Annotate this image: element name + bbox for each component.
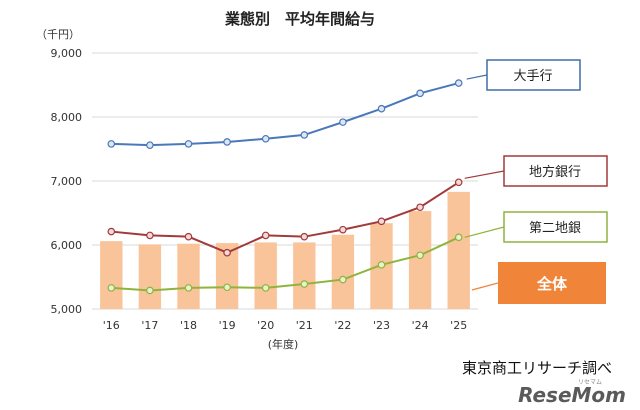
callout-leader-overall bbox=[471, 282, 499, 291]
series-point-0 bbox=[146, 141, 154, 149]
x-tick-label: '20 bbox=[257, 319, 274, 332]
callout-leader-major bbox=[466, 74, 488, 80]
callout-label-overall: 全体 bbox=[536, 275, 568, 293]
callout-label-regional: 地方銀行 bbox=[529, 164, 581, 180]
callout-box-overall bbox=[498, 262, 606, 304]
bar-series-overall bbox=[100, 191, 470, 309]
series-point-0 bbox=[223, 138, 231, 146]
bar-overall bbox=[331, 234, 355, 309]
series-point-0 bbox=[454, 79, 463, 87]
bar-overall bbox=[138, 244, 162, 309]
y-tick-label: 7,000 bbox=[51, 175, 83, 188]
bar-overall bbox=[177, 243, 200, 309]
callout-second-regional: 第二地銀 bbox=[464, 211, 608, 243]
series-point-2 bbox=[300, 280, 309, 288]
series-point-2 bbox=[146, 286, 154, 295]
callout-leader-second bbox=[464, 226, 505, 238]
series-point-0 bbox=[377, 104, 386, 113]
x-tick-label: '19 bbox=[219, 319, 236, 332]
series-point-1 bbox=[416, 203, 424, 212]
series-point-0 bbox=[339, 118, 347, 126]
x-tick-label: '25 bbox=[450, 319, 467, 332]
x-tick-label: '16 bbox=[103, 319, 120, 332]
bar-overall bbox=[100, 241, 123, 309]
bar-overall bbox=[215, 243, 239, 309]
series-point-2 bbox=[377, 261, 386, 269]
line-series bbox=[107, 79, 463, 295]
callout-major-banks: 大手行 bbox=[466, 59, 581, 91]
series-point-1 bbox=[339, 225, 347, 234]
series-point-0 bbox=[184, 140, 193, 148]
chart-title: 業態別 平均年間給与 bbox=[224, 10, 375, 28]
x-axis-ticks: '16 '17 '18 '19 '20 '21 '22 '23 '24 '25 bbox=[103, 319, 467, 332]
brand-logo-text: ReseMom bbox=[518, 383, 626, 407]
series-point-2 bbox=[223, 283, 231, 292]
brand-logo: リセマム ReseMom bbox=[518, 379, 626, 407]
callout-regional-banks: 地方銀行 bbox=[464, 155, 608, 187]
series-point-1 bbox=[261, 231, 270, 240]
bar-overall bbox=[293, 242, 316, 309]
series-point-1 bbox=[300, 232, 309, 241]
series-point-0 bbox=[261, 134, 270, 143]
y-tick-label: 9,000 bbox=[51, 47, 83, 60]
callout-leader-regional bbox=[464, 170, 505, 179]
brand-logo-small: リセマム bbox=[578, 379, 602, 386]
series-point-0 bbox=[107, 140, 116, 148]
series-point-0 bbox=[300, 131, 309, 139]
callout-box-regional bbox=[503, 155, 608, 187]
series-point-2 bbox=[261, 284, 270, 292]
y-tick-label: 8,000 bbox=[51, 111, 83, 124]
y-tick-label: 5,000 bbox=[51, 303, 83, 316]
series-line-1 bbox=[111, 181, 460, 254]
callout-box-second bbox=[503, 211, 608, 243]
series-point-1 bbox=[223, 248, 231, 257]
x-tick-label: '24 bbox=[412, 319, 429, 332]
series-point-2 bbox=[454, 233, 463, 242]
series-point-1 bbox=[184, 232, 193, 241]
y-unit-label: （千円） bbox=[36, 28, 80, 41]
x-tick-label: '22 bbox=[334, 319, 351, 332]
bar-overall bbox=[447, 191, 470, 309]
series-point-1 bbox=[107, 227, 116, 236]
x-tick-label: '23 bbox=[373, 319, 390, 332]
callout-label-second: 第二地銀 bbox=[529, 221, 581, 236]
series-point-1 bbox=[454, 178, 463, 187]
series-point-2 bbox=[339, 275, 347, 284]
series-point-0 bbox=[416, 89, 424, 98]
series-point-2 bbox=[416, 251, 424, 260]
source-note: 東京商工リサーチ調べ bbox=[462, 359, 612, 377]
bar-overall bbox=[254, 242, 277, 309]
callout-box-major bbox=[486, 59, 581, 91]
y-axis-ticks: 5,000 6,000 7,000 8,000 9,000 bbox=[51, 47, 83, 316]
series-point-1 bbox=[377, 217, 386, 226]
y-tick-label: 6,000 bbox=[51, 239, 83, 252]
callout-label-major: 大手行 bbox=[513, 69, 552, 84]
x-tick-label: '17 bbox=[141, 319, 158, 332]
bar-overall bbox=[408, 211, 432, 309]
series-line-0 bbox=[111, 82, 459, 147]
series-point-1 bbox=[146, 231, 154, 240]
series-line-2 bbox=[111, 236, 460, 292]
x-axis-label: (年度) bbox=[268, 337, 299, 351]
series-point-2 bbox=[107, 284, 116, 292]
x-tick-label: '18 bbox=[180, 319, 197, 332]
series-point-2 bbox=[184, 284, 193, 292]
callout-overall: 全体 bbox=[471, 262, 606, 304]
x-tick-label: '21 bbox=[296, 319, 313, 332]
